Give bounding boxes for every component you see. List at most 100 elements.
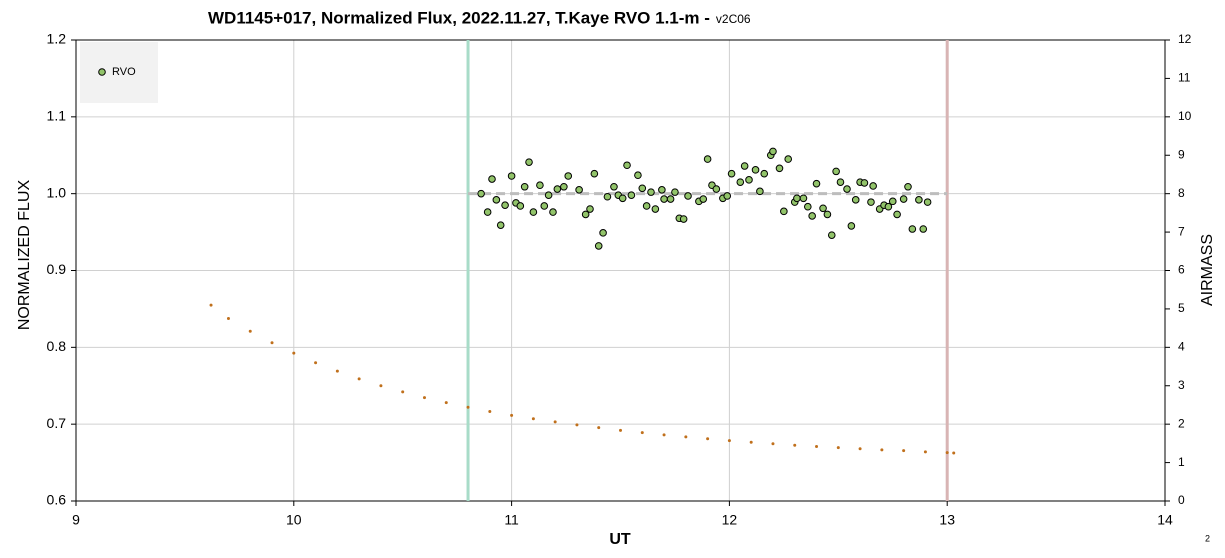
data-point: [908, 225, 917, 233]
data-point: [745, 176, 753, 184]
airmass-point: [357, 377, 361, 381]
data-point: [496, 221, 505, 229]
y2-tick-label: 1: [1178, 455, 1185, 469]
airmass-point: [401, 390, 405, 394]
airmass-point: [815, 444, 819, 448]
data-point: [727, 169, 736, 178]
data-point: [823, 210, 832, 219]
data-point: [536, 181, 544, 190]
data-point: [832, 167, 840, 176]
annotation: 2: [1205, 533, 1210, 543]
legend-marker: [98, 68, 106, 76]
data-point: [919, 225, 928, 233]
data-point: [812, 179, 821, 188]
airmass-point: [209, 303, 213, 307]
y-tick-label: 0.6: [47, 492, 67, 508]
airmass-point: [248, 329, 252, 333]
data-point: [642, 202, 651, 210]
data-point: [623, 161, 631, 170]
data-point: [586, 205, 594, 213]
x-tick-label: 13: [939, 512, 955, 528]
airmass-point: [510, 413, 514, 417]
x-tick-label: 9: [72, 512, 80, 528]
legend-box: [80, 42, 158, 103]
airmass-point: [952, 451, 956, 455]
y-tick-label: 0.7: [47, 415, 67, 431]
airmass-point: [945, 451, 949, 455]
y2-tick-label: 4: [1178, 340, 1185, 354]
data-point: [775, 164, 784, 173]
airmass-point: [706, 437, 710, 441]
data-point: [712, 185, 721, 193]
airmass-point: [335, 369, 339, 373]
data-point: [492, 196, 501, 204]
data-point: [867, 198, 875, 206]
y2-tick-label: 12: [1178, 32, 1192, 46]
airmass-point: [575, 423, 579, 427]
data-point: [780, 207, 788, 216]
data-point: [827, 231, 836, 239]
airmass-point: [858, 447, 862, 451]
data-point: [581, 210, 590, 219]
airmass-point: [531, 417, 535, 421]
data-point: [638, 184, 647, 193]
data-point: [560, 182, 568, 191]
data-point: [610, 182, 618, 191]
airmass-point: [836, 446, 840, 450]
data-point: [923, 198, 932, 206]
data-point: [603, 192, 612, 201]
data-point: [799, 194, 808, 203]
data-point: [836, 178, 845, 186]
airmass-point: [444, 401, 448, 405]
airmass-point: [793, 443, 797, 447]
data-point: [847, 222, 856, 230]
data-point: [660, 195, 668, 203]
y2-tick-label: 6: [1178, 263, 1185, 277]
y2-tick-label: 3: [1178, 378, 1185, 392]
data-point: [904, 182, 912, 191]
data-point: [888, 197, 897, 206]
data-point: [501, 201, 509, 209]
data-point: [860, 179, 869, 187]
y2-axis-label: AIRMASS: [1199, 234, 1216, 306]
data-point: [647, 188, 655, 196]
x-tick-label: 12: [722, 512, 738, 528]
y-axis-label: NORMALIZED FLUX: [16, 180, 33, 331]
airmass-point: [619, 428, 622, 432]
airmass-point: [902, 449, 906, 453]
chart-subtitle: v2C06: [716, 12, 751, 26]
data-point: [740, 162, 749, 170]
data-point: [525, 158, 533, 166]
data-point: [483, 208, 492, 216]
data-point: [553, 185, 562, 193]
data-point: [590, 169, 599, 178]
data-point: [575, 186, 583, 194]
y-tick-label: 0.8: [47, 338, 67, 354]
airmass-point: [488, 409, 492, 413]
airmass-point: [880, 448, 884, 452]
data-point: [618, 194, 627, 203]
data-point: [808, 212, 816, 220]
y-tick-label: 1.0: [47, 184, 67, 200]
legend-label: RVO: [112, 66, 136, 78]
airmass-point: [640, 431, 644, 435]
data-point: [488, 175, 496, 183]
data-point: [651, 205, 660, 213]
data-point: [736, 178, 745, 186]
x-tick-label: 11: [504, 512, 519, 528]
airmass-point: [684, 435, 688, 439]
data-point: [869, 182, 877, 190]
data-point: [544, 191, 553, 200]
x-tick-label: 10: [286, 512, 302, 528]
data-point: [893, 210, 901, 219]
airmass-point: [727, 439, 731, 443]
airmass-point: [314, 361, 318, 365]
data-point: [751, 166, 760, 174]
y2-tick-label: 8: [1178, 186, 1185, 200]
data-point: [784, 155, 793, 163]
x-axis-label: UT: [609, 531, 631, 548]
data-point: [594, 242, 603, 250]
x-tick-label: 14: [1157, 512, 1173, 528]
airmass-point: [662, 433, 666, 437]
y2-tick-label: 9: [1178, 147, 1185, 161]
